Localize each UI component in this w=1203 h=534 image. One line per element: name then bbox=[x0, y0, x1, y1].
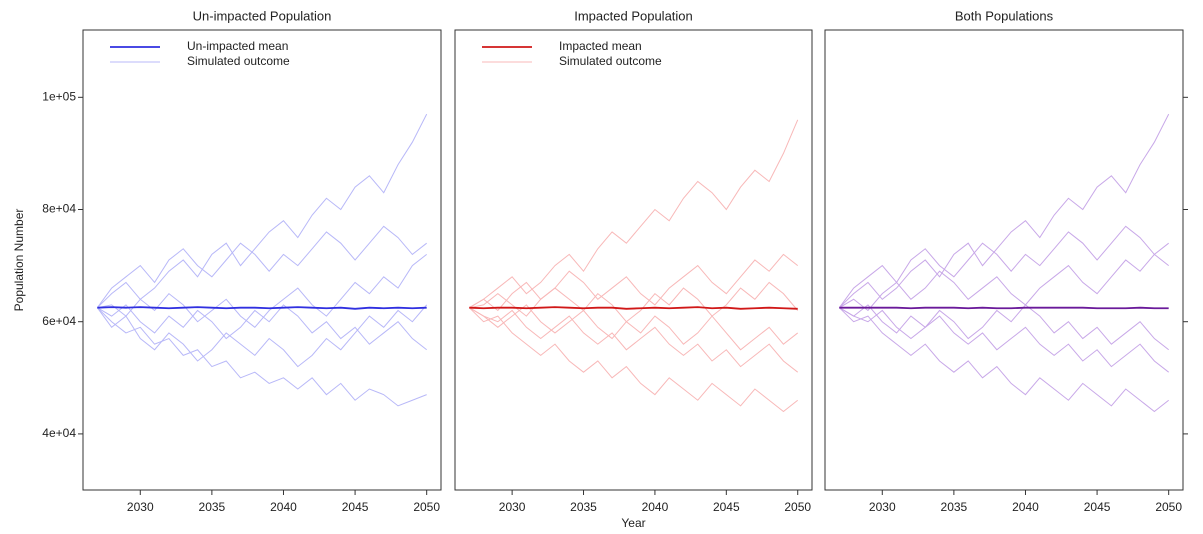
simulated-line bbox=[469, 281, 799, 323]
x-tick-label: 2050 bbox=[784, 500, 811, 514]
simulated-line bbox=[469, 307, 799, 373]
simulated-line bbox=[839, 304, 1169, 351]
mean-line bbox=[97, 306, 427, 310]
panel-title: Un-impacted Population bbox=[193, 8, 332, 23]
x-tick-label: 2030 bbox=[127, 500, 154, 514]
simulated-line bbox=[838, 225, 1169, 308]
y-tick-label: 6e+04 bbox=[42, 314, 76, 328]
legend-label: Simulated outcome bbox=[187, 54, 290, 68]
simulated-line bbox=[96, 307, 427, 407]
y-tick-label: 4e+04 bbox=[42, 426, 76, 440]
legend-label: Simulated outcome bbox=[559, 54, 662, 68]
x-tick-label: 2045 bbox=[1084, 500, 1111, 514]
panel-title: Impacted Population bbox=[574, 8, 693, 23]
y-tick-label: 1e+05 bbox=[42, 89, 76, 103]
x-tick-label: 2050 bbox=[413, 500, 440, 514]
x-tick-label: 2035 bbox=[199, 500, 226, 514]
x-tick-label: 2030 bbox=[499, 500, 526, 514]
panel-title: Both Populations bbox=[955, 8, 1054, 23]
plot-frame bbox=[82, 29, 442, 491]
simulated-line bbox=[469, 304, 799, 351]
simulated-line bbox=[838, 307, 1169, 413]
x-tick-label: 2045 bbox=[342, 500, 369, 514]
simulated-line bbox=[469, 119, 799, 309]
x-tick-label: 2030 bbox=[869, 500, 896, 514]
x-tick-label: 2040 bbox=[270, 500, 297, 514]
simulated-line bbox=[469, 253, 799, 312]
simulated-line bbox=[97, 253, 427, 329]
x-tick-label: 2040 bbox=[1012, 500, 1039, 514]
x-tick-label: 2045 bbox=[713, 500, 740, 514]
x-tick-label: 2040 bbox=[642, 500, 669, 514]
mean-line bbox=[839, 306, 1169, 310]
plot-frame bbox=[454, 29, 813, 491]
legend-label: Un-impacted mean bbox=[187, 39, 288, 53]
simulated-line bbox=[839, 307, 1169, 373]
x-tick-label: 2035 bbox=[941, 500, 968, 514]
x-axis-label: Year bbox=[621, 516, 645, 530]
simulated-line bbox=[96, 225, 427, 308]
simulated-line bbox=[839, 253, 1169, 312]
y-axis-label: Population Number bbox=[12, 209, 26, 312]
x-tick-label: 2035 bbox=[570, 500, 597, 514]
x-tick-label: 2050 bbox=[1155, 500, 1182, 514]
simulated-line bbox=[838, 113, 1170, 309]
simulated-line bbox=[97, 304, 427, 351]
mean-line bbox=[469, 306, 798, 310]
plot-frame bbox=[824, 29, 1184, 491]
simulated-line bbox=[96, 304, 428, 368]
simulated-line bbox=[96, 113, 428, 309]
simulated-line bbox=[468, 307, 799, 413]
legend-label: Impacted mean bbox=[559, 39, 642, 53]
y-tick-label: 8e+04 bbox=[42, 202, 76, 216]
